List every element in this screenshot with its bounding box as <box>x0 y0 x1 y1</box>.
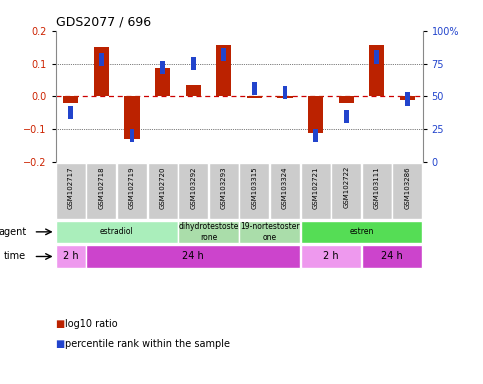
Text: GSM103111: GSM103111 <box>374 166 380 209</box>
Text: 19-nortestoster
one: 19-nortestoster one <box>240 222 299 242</box>
Bar <box>185 85 201 96</box>
FancyBboxPatch shape <box>148 163 178 219</box>
FancyBboxPatch shape <box>86 163 116 219</box>
Text: GSM103324: GSM103324 <box>282 166 288 209</box>
FancyBboxPatch shape <box>270 163 300 219</box>
FancyBboxPatch shape <box>178 163 208 219</box>
Text: 24 h: 24 h <box>182 252 204 262</box>
Text: GDS2077 / 696: GDS2077 / 696 <box>56 15 151 28</box>
Text: 2 h: 2 h <box>63 252 79 262</box>
Text: 2 h: 2 h <box>323 252 339 262</box>
FancyBboxPatch shape <box>331 163 361 219</box>
Text: estren: estren <box>349 227 374 237</box>
Text: GSM103293: GSM103293 <box>221 166 227 209</box>
FancyBboxPatch shape <box>178 220 239 243</box>
FancyBboxPatch shape <box>56 220 178 243</box>
Bar <box>160 61 165 74</box>
Bar <box>69 106 73 119</box>
Bar <box>247 96 262 98</box>
Bar <box>369 45 384 96</box>
FancyBboxPatch shape <box>209 163 239 219</box>
Bar <box>216 45 231 96</box>
Text: GSM102722: GSM102722 <box>343 166 349 209</box>
FancyBboxPatch shape <box>362 245 422 268</box>
FancyBboxPatch shape <box>56 163 86 219</box>
FancyBboxPatch shape <box>362 163 392 219</box>
Bar <box>313 129 318 142</box>
FancyBboxPatch shape <box>56 245 86 268</box>
Bar <box>191 57 196 70</box>
Text: time: time <box>4 252 26 262</box>
Text: GSM102720: GSM102720 <box>159 166 166 209</box>
Text: GSM103286: GSM103286 <box>404 166 411 209</box>
Bar <box>400 96 415 100</box>
FancyBboxPatch shape <box>300 245 361 268</box>
Bar <box>283 86 287 99</box>
Bar <box>99 53 104 66</box>
FancyBboxPatch shape <box>392 163 422 219</box>
Text: ■: ■ <box>56 339 65 349</box>
Text: agent: agent <box>0 227 26 237</box>
Bar <box>374 50 379 64</box>
Text: GSM103292: GSM103292 <box>190 166 196 209</box>
FancyBboxPatch shape <box>240 220 300 243</box>
FancyBboxPatch shape <box>117 163 147 219</box>
Bar <box>63 96 78 103</box>
Text: estradiol: estradiol <box>100 227 134 237</box>
Text: 24 h: 24 h <box>381 252 403 262</box>
Bar <box>339 96 354 103</box>
Text: GSM102718: GSM102718 <box>99 166 104 209</box>
Text: GSM102719: GSM102719 <box>129 166 135 209</box>
Bar <box>129 129 134 142</box>
Text: dihydrotestoste
rone: dihydrotestoste rone <box>178 222 239 242</box>
Bar <box>308 96 323 132</box>
Text: GSM103315: GSM103315 <box>251 166 257 209</box>
Bar <box>155 68 170 96</box>
Bar <box>405 93 410 106</box>
Text: GSM102721: GSM102721 <box>313 166 319 209</box>
Text: percentile rank within the sample: percentile rank within the sample <box>65 339 230 349</box>
Bar <box>94 47 109 96</box>
Bar <box>344 109 349 122</box>
Bar <box>277 96 293 98</box>
FancyBboxPatch shape <box>300 220 422 243</box>
FancyBboxPatch shape <box>300 163 330 219</box>
Bar <box>221 48 226 61</box>
Text: ■: ■ <box>56 319 65 329</box>
FancyBboxPatch shape <box>86 245 300 268</box>
Text: log10 ratio: log10 ratio <box>65 319 118 329</box>
Bar <box>252 82 257 95</box>
FancyBboxPatch shape <box>240 163 270 219</box>
Bar <box>125 96 140 139</box>
Text: GSM102717: GSM102717 <box>68 166 74 209</box>
